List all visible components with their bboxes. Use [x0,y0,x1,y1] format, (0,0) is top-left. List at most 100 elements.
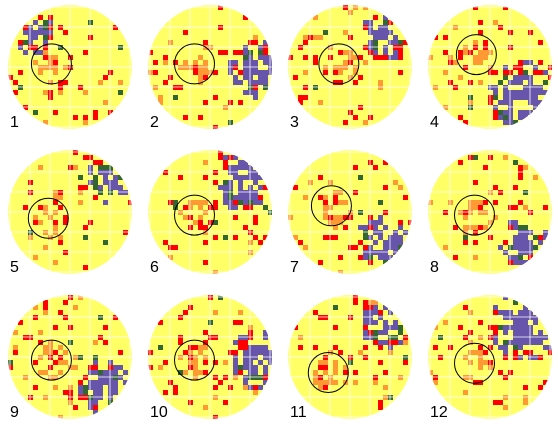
field-cell [103,240,108,245]
field-cell [43,50,48,55]
field-cell [303,245,308,250]
field-cell [353,5,358,10]
field-cell [233,155,238,160]
field-cell [218,150,223,155]
field-cell [373,320,378,325]
field-cell [523,260,528,265]
field-cell [443,50,448,55]
field-cell [368,45,373,50]
field-cell [243,190,248,195]
field-cell [173,245,178,250]
field-cell [393,335,398,340]
field-cell [93,395,98,400]
field-cell [88,405,93,410]
field-cell [238,340,243,345]
field-cell [93,405,98,410]
field-cell [238,200,243,205]
field-cell [123,230,128,235]
field-cell [263,355,268,360]
field-cell [258,385,263,390]
field-cell [93,390,98,395]
field-cell [508,325,513,330]
field-cell [488,365,493,370]
field-cell [228,120,233,125]
blind-spot-ring [454,342,495,384]
field-pixels [288,5,412,129]
field-cell [473,200,478,205]
field-cell [208,45,213,50]
field-cell [33,385,38,390]
field-cell [18,70,23,75]
field-cell [358,175,363,180]
field-cell [233,165,238,170]
field-cell [318,380,323,385]
field-cell [538,240,543,245]
field-cell [33,45,38,50]
field-cell [498,25,503,30]
field-cell [248,350,253,355]
field-cell [98,315,103,320]
field-cell [173,200,178,205]
field-cell [88,155,93,160]
field-cell [493,200,498,205]
field-cell [53,190,58,195]
field-cell [113,25,118,30]
field-cell [163,80,168,85]
field-cell [98,80,103,85]
field-cell [238,70,243,75]
field-cell [53,65,58,70]
visual-field-panel-6: 6 [148,150,272,276]
field-cell [368,30,373,35]
visual-field-panel-2: 2 [148,5,272,131]
field-cell [478,225,483,230]
field-cell [88,220,93,225]
field-cell [193,360,198,365]
field-cell [48,345,53,350]
field-cell [193,220,198,225]
field-cell [213,310,218,315]
field-cell [463,65,468,70]
field-cell [493,310,498,315]
field-cell [148,70,153,75]
field-cell [498,400,503,405]
field-cell [358,255,363,260]
field-cell [188,305,193,310]
field-cell [378,25,383,30]
field-cell [243,200,248,205]
field-cell [363,315,368,320]
field-cell [258,350,263,355]
field-cell [348,50,353,55]
field-cell [113,380,118,385]
field-cell [113,185,118,190]
field-cell [223,155,228,160]
field-cell [388,240,393,245]
field-cell [268,355,272,360]
field-cell [183,205,188,210]
field-cell [368,25,373,30]
field-cell [168,245,173,250]
field-cell [203,75,208,80]
field-cell [108,380,113,385]
field-cell [228,185,233,190]
field-cell [203,230,208,235]
field-cell [233,360,238,365]
field-cell [33,20,38,25]
field-cell [488,190,493,195]
field-cell [528,60,533,65]
field-cell [88,370,93,375]
field-cell [193,370,198,375]
field-cell [513,225,518,230]
field-cell [513,255,518,260]
field-cell [318,315,323,320]
field-cell [493,95,498,100]
field-cell [268,210,272,215]
field-cell [543,70,548,75]
field-cell [238,190,243,195]
field-cell [103,100,108,105]
field-cell [478,320,483,325]
field-cell [253,200,258,205]
field-cell [488,325,493,330]
field-cell [398,185,403,190]
field-cell [213,270,218,274]
field-cell [238,50,243,55]
